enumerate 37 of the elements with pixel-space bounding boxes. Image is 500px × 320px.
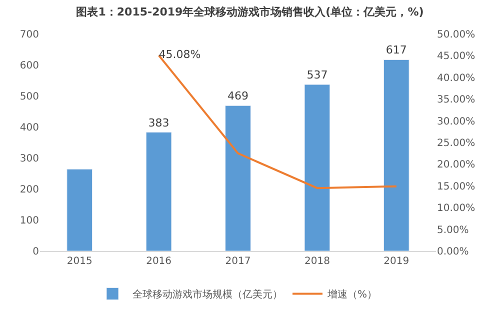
y-tick-label: 600 [20,60,39,72]
data-label: 617 [386,44,407,57]
y2-tick-label: 30.00% [437,116,476,128]
x-tick-label: 2015 [66,256,92,267]
y-tick-label: 500 [20,92,39,102]
chart-title: 图表1：2015-2019年全球移动游戏市场销售收入(单位：亿美元，%) [76,6,424,19]
data-label: 537 [306,68,328,82]
bar [304,84,330,251]
y2-tick-label: 25.00% [437,138,476,149]
y2-tick-label: 35.00% [437,94,476,106]
x-tick-label: 2018 [304,256,330,267]
y-tick-label: 700 [20,30,39,40]
y2-tick-label: 0.00% [437,246,469,258]
y-tick-label: 200 [20,184,39,196]
y-tick-label: 400 [20,122,39,134]
data-label: 45.08% [158,48,201,62]
y-tick-label: 100 [20,216,39,226]
data-label: 469 [228,90,248,103]
x-tick-label: 2017 [225,256,251,267]
y2-tick-label: 50.00% [437,30,476,40]
x-tick-label: 2019 [384,256,410,267]
y2-tick-label: 5.00% [437,224,469,236]
y2-tick-label: 20.00% [437,160,476,171]
y-tick-label: 300 [20,154,39,164]
y2-tick-label: 10.00% [437,203,476,214]
legend-label: 增速（%） [326,288,378,301]
legend-label: 全球移动游戏市场规模（亿美元） [132,288,282,301]
bar [146,132,172,251]
data-label: 383 [148,116,170,130]
x-tick-label: 2016 [146,256,172,267]
bar [66,168,93,251]
y2-tick-label: 40.00% [437,72,476,84]
y-tick-label: 0 [32,246,39,258]
bar [225,105,251,251]
bar [383,59,410,251]
y2-tick-label: 15.00% [437,181,476,192]
y2-tick-label: 45.00% [437,51,476,62]
